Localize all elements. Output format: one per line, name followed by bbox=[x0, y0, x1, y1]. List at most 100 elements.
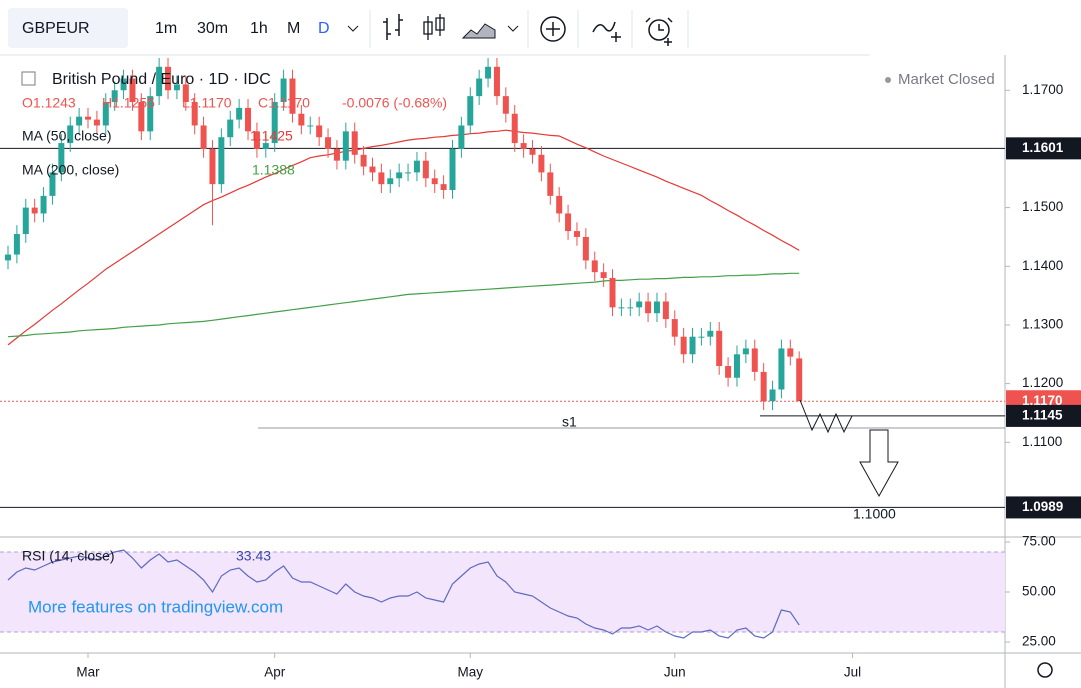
candle-body bbox=[609, 278, 616, 308]
price-tag-label: 1.1170 bbox=[1022, 393, 1063, 408]
candles-icon[interactable] bbox=[423, 14, 445, 40]
candle-body bbox=[351, 131, 358, 155]
y-tick-label: 25.00 bbox=[1022, 634, 1056, 649]
interval[interactable]: M bbox=[287, 20, 300, 37]
collapse-icon[interactable] bbox=[21, 71, 36, 86]
ma-value: 1.1388 bbox=[252, 162, 295, 178]
price-tag-label: 1.0989 bbox=[1022, 499, 1063, 514]
watermark[interactable]: More features on tradingview.com bbox=[28, 597, 283, 616]
candle-body bbox=[716, 330, 723, 367]
compare-plus[interactable] bbox=[546, 22, 560, 36]
candle-body bbox=[298, 113, 305, 126]
y-tick-label: 1.1100 bbox=[1022, 434, 1062, 449]
market-status: Market Closed bbox=[898, 71, 995, 88]
bars-icon[interactable] bbox=[383, 14, 403, 40]
candle-body bbox=[49, 172, 56, 196]
area-icon[interactable] bbox=[461, 23, 496, 39]
candle-body bbox=[742, 348, 749, 355]
interval[interactable]: 1m bbox=[155, 20, 177, 37]
candle-body bbox=[67, 125, 74, 144]
candle-body bbox=[218, 137, 225, 185]
candle-body bbox=[236, 107, 243, 120]
alert-details[interactable] bbox=[645, 17, 673, 46]
candle-body bbox=[245, 107, 252, 132]
interval[interactable]: 1h bbox=[250, 20, 268, 37]
x-tick-label: Jun bbox=[664, 665, 686, 680]
symbol[interactable]: GBPEUR bbox=[22, 20, 90, 37]
candle-body bbox=[333, 148, 340, 161]
compare-icon[interactable] bbox=[540, 16, 566, 42]
price-tag bbox=[1006, 404, 1081, 427]
candle-body bbox=[511, 113, 518, 144]
candle-body bbox=[698, 336, 705, 338]
candle-body bbox=[342, 131, 349, 161]
rsi-line bbox=[7, 549, 800, 639]
candle-body bbox=[102, 102, 109, 126]
candle-body bbox=[556, 195, 563, 214]
candle-body bbox=[431, 178, 438, 185]
x-tick-label: May bbox=[458, 665, 484, 680]
candle-body bbox=[58, 143, 65, 173]
candle-body bbox=[778, 348, 785, 390]
candle-body bbox=[147, 96, 154, 132]
candle-body bbox=[751, 348, 758, 372]
y-tick-label: 1.1200 bbox=[1022, 375, 1063, 390]
candle-body bbox=[413, 160, 420, 173]
candle-body bbox=[476, 78, 483, 97]
candle-body bbox=[262, 143, 269, 149]
candle-body bbox=[493, 66, 500, 97]
dropdown[interactable] bbox=[347, 25, 359, 32]
rsi-value: 33.43 bbox=[236, 548, 271, 564]
candle-body bbox=[191, 102, 198, 126]
settings-icon[interactable] bbox=[1037, 662, 1053, 678]
candle-body bbox=[387, 178, 394, 185]
candle-body bbox=[787, 348, 794, 357]
candle-body bbox=[5, 254, 11, 261]
price-tag bbox=[1006, 496, 1081, 519]
candle-body bbox=[529, 148, 536, 155]
rsi-band bbox=[0, 552, 1005, 632]
candle-body bbox=[120, 78, 127, 91]
candle-body bbox=[769, 389, 776, 402]
y-tick-label: 1.1500 bbox=[1022, 199, 1063, 214]
candle-body bbox=[22, 207, 29, 235]
interval-active[interactable]: D bbox=[318, 20, 330, 37]
alert-icon[interactable] bbox=[648, 19, 670, 41]
ohlc-change: -0.0076 (-0.68%) bbox=[342, 95, 447, 111]
candle-body bbox=[129, 78, 136, 103]
back-layer bbox=[0, 58, 1010, 658]
price-tag bbox=[1006, 137, 1081, 160]
candle-body bbox=[227, 119, 234, 138]
candle-body bbox=[725, 366, 732, 378]
symbol-box[interactable] bbox=[8, 8, 128, 48]
candle-body bbox=[111, 90, 118, 103]
annotation: s1 bbox=[562, 414, 577, 430]
candle-body bbox=[636, 301, 643, 308]
candle-body bbox=[449, 148, 456, 191]
candle-body bbox=[325, 137, 332, 149]
indicators-icon[interactable] bbox=[592, 21, 621, 42]
candle-body bbox=[93, 119, 100, 126]
candle-body bbox=[440, 184, 447, 191]
y-tick-label: 1.1400 bbox=[1022, 258, 1063, 273]
candle-body bbox=[360, 154, 367, 167]
ohlc-high: H1.1255 bbox=[102, 95, 155, 111]
candle-body bbox=[209, 148, 216, 185]
candle-body bbox=[591, 260, 598, 273]
interval[interactable]: 30m bbox=[197, 20, 228, 37]
ma-value: 1.1425 bbox=[250, 128, 293, 144]
candle-body bbox=[85, 116, 92, 120]
front-layer: British Pound / Euro · 1D · IDC Market C… bbox=[21, 71, 1081, 680]
x-tick-label: Mar bbox=[76, 665, 100, 680]
candle-body bbox=[502, 96, 509, 114]
candle-body bbox=[76, 116, 83, 126]
candle-body bbox=[405, 172, 412, 174]
candle-body bbox=[538, 154, 545, 173]
y-tick-label: 1.1300 bbox=[1022, 317, 1063, 332]
candle-body bbox=[307, 125, 314, 127]
candle-body bbox=[565, 213, 572, 232]
candle-body bbox=[600, 272, 607, 279]
dropdown[interactable] bbox=[507, 25, 519, 32]
x-tick-label: Jul bbox=[844, 665, 861, 680]
